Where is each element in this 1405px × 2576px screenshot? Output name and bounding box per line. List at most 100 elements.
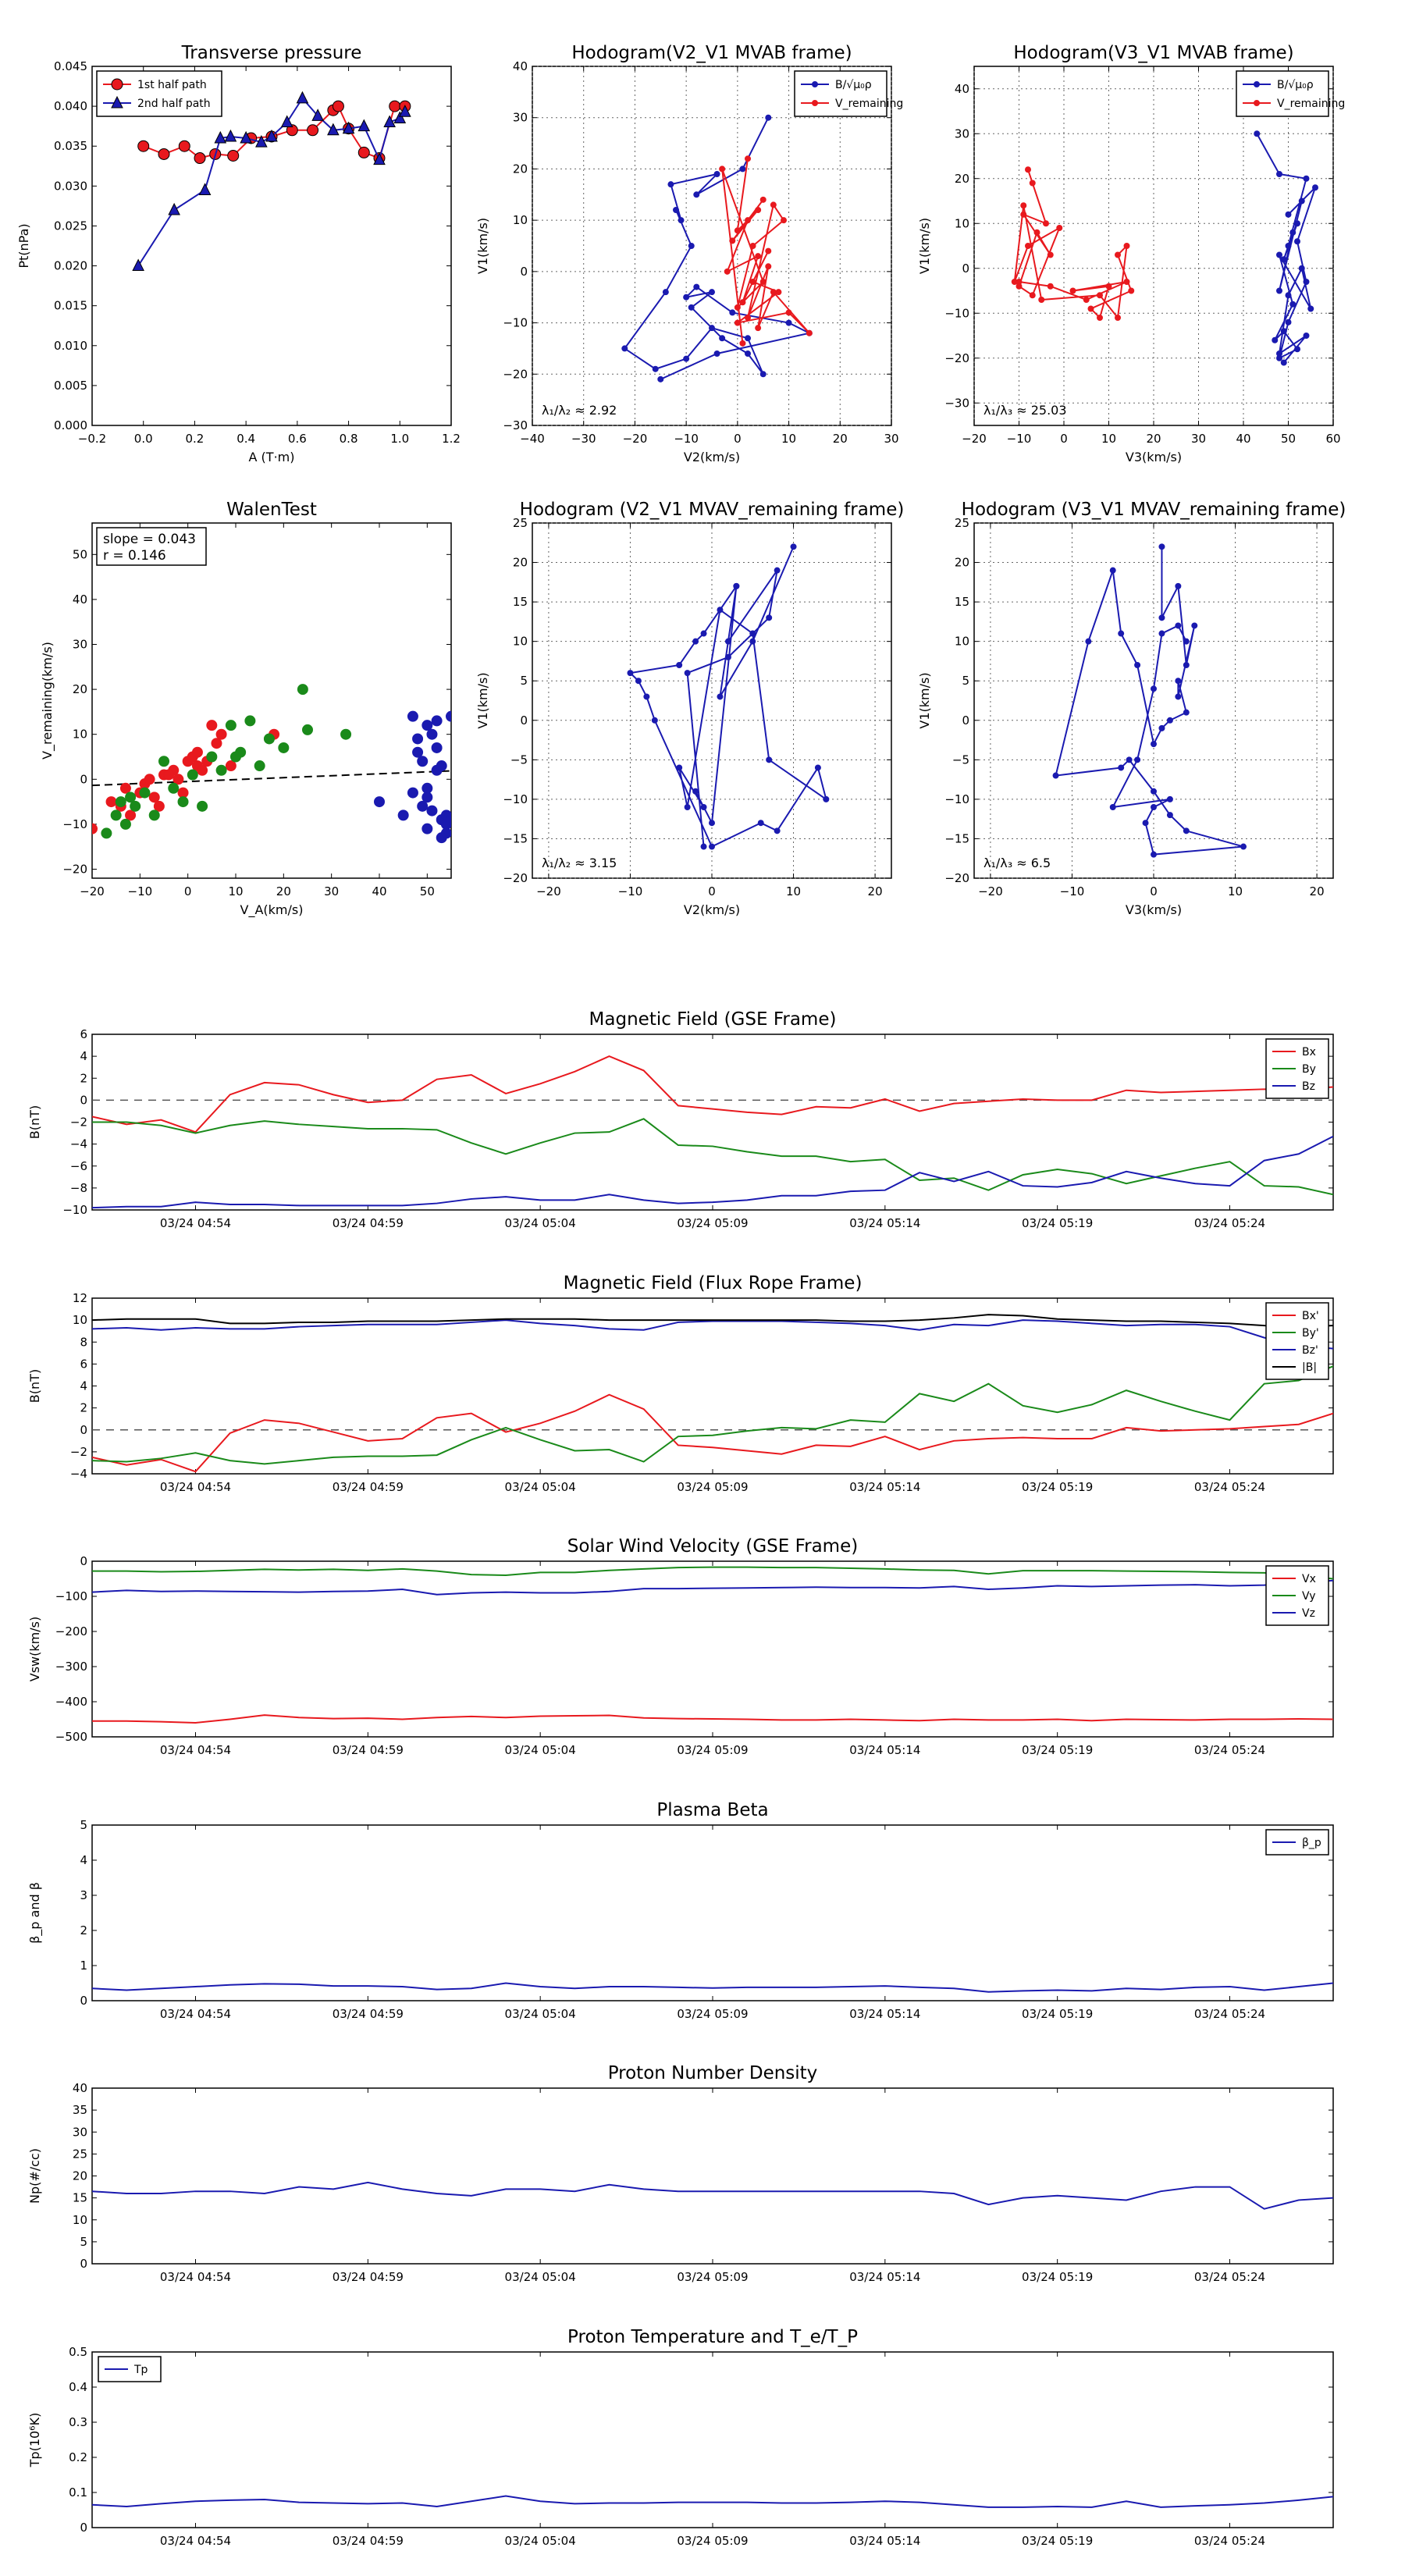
hodogram-v2v1-mvab-point — [657, 375, 664, 382]
hodogram-v3v1-mvab-point — [1128, 287, 1135, 294]
transverse-pressure-chart: −0.2 0.0 0.2 0.4 0.6 0.8 1.0 1.2 0.000 0.005 0.010… — [16, 43, 461, 464]
walen-test-point — [130, 800, 141, 812]
hodogram-v3v1-mvab-xtick-label: −10 — [1007, 432, 1032, 446]
transverse-pressure-point — [224, 129, 237, 142]
hodogram-v2v1-mvab-point — [683, 355, 690, 362]
hodogram-v2v1-mvab-annotation: λ₁/λ₂ ≈ 2.92 — [542, 403, 617, 418]
hodogram-v3v1-mvav-ytick-label: 0 — [962, 713, 969, 728]
hodogram-v3v1-mvav-xtick-label: 10 — [1228, 884, 1243, 898]
hodogram-v3v1-mvab-point — [1087, 305, 1094, 312]
hodogram-v2v1-mvav-point — [676, 662, 683, 668]
proton-density-xtick-label: 03/24 05:24 — [1194, 2270, 1265, 2284]
hodogram-v3v1-mvav-point — [1151, 741, 1157, 748]
magnetic-field-gse-xtick-label: 03/24 05:04 — [505, 1216, 576, 1230]
hodogram-v2v1-mvab-point — [745, 217, 751, 224]
proton-density-xtick-label: 03/24 05:04 — [505, 2270, 576, 2284]
hodogram-v2v1-mvab-legend — [794, 70, 887, 117]
walen-test-ytick-label: 30 — [73, 638, 87, 652]
hodogram-v2v1-mvab-point — [719, 335, 726, 342]
hodogram-v2v1-mvab-ytick-label: 40 — [513, 59, 528, 73]
hodogram-v3v1-mvab-point — [1047, 251, 1054, 258]
hodogram-v3v1-mvab-point — [1276, 350, 1282, 357]
hodogram-v3v1-mvab-point — [1294, 346, 1300, 353]
transverse-pressure-point — [311, 109, 324, 121]
hodogram-v3v1-mvav-point — [1118, 764, 1125, 771]
hodogram-v2v1-mvab-point — [755, 325, 762, 332]
hodogram-v3v1-mvab-title: Hodogram(V3_V1 MVAB frame) — [1013, 43, 1293, 63]
hodogram-v3v1-mvab-point — [1289, 301, 1297, 308]
proton-temperature-plot-area — [91, 2351, 1334, 2528]
magnetic-field-flux-rope-ytick-label: 2 — [80, 1401, 87, 1415]
transverse-pressure-point — [178, 140, 190, 152]
hodogram-v2v1-mvav-xlabel: V2(km/s) — [684, 902, 740, 917]
hodogram-v3v1-mvab-point — [1069, 287, 1076, 294]
walen-test-point — [436, 760, 447, 772]
hodogram-v2v1-mvab-point — [713, 171, 720, 177]
hodogram-v2v1-mvab-legend-marker — [812, 100, 818, 106]
magnetic-field-flux-rope-series-line — [92, 1314, 1333, 1328]
hodogram-v3v1-mvab-xtick-label: 60 — [1325, 432, 1340, 446]
magnetic-field-gse-xtick-label: 03/24 05:19 — [1022, 1216, 1093, 1230]
hodogram-v3v1-mvav-point — [1175, 582, 1182, 589]
hodogram-v3v1-mvab-point — [1298, 265, 1305, 272]
hodogram-v2v1-mvav-point — [724, 653, 731, 660]
hodogram-v2v1-mvav-chart: −20 −10 0 10 20 −20 −15 −10 −5 0 5 10 15 20 25Hodogram… — [475, 500, 904, 917]
magnetic-field-gse-chart: 03/24 04:54 03/24 04:59 03/24 05:04 03/24 0… — [27, 1009, 1334, 1230]
plasma-beta-ylabel: β_p and β — [27, 1882, 43, 1944]
hodogram-v3v1-mvav-point — [1158, 543, 1165, 550]
transverse-pressure-point — [132, 258, 144, 272]
hodogram-v3v1-mvab-point — [1083, 297, 1090, 303]
hodogram-v3v1-mvab-ytick-label: 0 — [962, 262, 969, 276]
magnetic-field-gse-ylabel: B(nT) — [27, 1105, 42, 1139]
hodogram-v2v1-mvav-ytick-label: 25 — [513, 516, 528, 530]
walen-test-point — [125, 792, 137, 803]
solar-wind-velocity-series-line — [92, 1566, 1333, 1580]
hodogram-v2v1-mvab-point — [709, 289, 715, 296]
magnetic-field-flux-rope-series-line — [92, 1365, 1333, 1465]
hodogram-v2v1-mvav-xtick-label: −20 — [536, 884, 561, 898]
hodogram-v3v1-mvab-legend-label: V_remaining — [1277, 98, 1345, 110]
hodogram-v3v1-mvav-point — [1134, 662, 1141, 668]
magnetic-field-gse-xtick-label: 03/24 04:59 — [333, 1216, 404, 1230]
walen-test-point — [197, 800, 208, 812]
transverse-pressure-ytick-label: 0.040 — [54, 99, 87, 113]
hodogram-v2v1-mvav-point — [676, 764, 683, 771]
hodogram-v2v1-mvab-point — [724, 268, 731, 275]
transverse-pressure-xtick-label: 0.6 — [288, 432, 307, 446]
hodogram-v3v1-mvav-data — [1052, 543, 1247, 858]
transverse-pressure-point — [214, 130, 227, 144]
magnetic-field-flux-rope-ytick-label: 12 — [73, 1291, 87, 1305]
transverse-pressure-point — [198, 183, 212, 195]
transverse-pressure-xtick-label: 1.2 — [442, 432, 461, 446]
walen-test-point — [297, 684, 308, 696]
hodogram-v2v1-mvav-annotation: λ₁/λ₂ ≈ 3.15 — [542, 856, 617, 870]
hodogram-v3v1-mvav-point — [1183, 709, 1190, 716]
solar-wind-velocity-series-line — [92, 1714, 1333, 1724]
walen-test-point — [148, 792, 160, 803]
hodogram-v2v1-mvab-point — [683, 294, 690, 301]
hodogram-v3v1-mvab-point — [1115, 315, 1121, 321]
hodogram-v2v1-mvav-point — [700, 630, 707, 637]
transverse-pressure-xtick-label: 0.8 — [340, 432, 358, 446]
hodogram-v3v1-mvab-point — [1294, 238, 1300, 245]
transverse-pressure-legend-label: 1st half path — [137, 79, 207, 91]
proton-temperature-xtick-label: 03/24 04:54 — [160, 2534, 231, 2548]
hodogram-v2v1-mvab-point — [749, 243, 756, 249]
hodogram-v2v1-mvav-ytick-label: 15 — [513, 595, 528, 609]
plasma-beta-xtick-label: 03/24 05:09 — [677, 2007, 748, 2021]
magnetic-field-gse-series-line — [92, 1118, 1333, 1196]
walen-test-point — [163, 769, 175, 781]
plasma-beta-ytick-label: 1 — [80, 1959, 87, 1973]
transverse-pressure-point — [357, 146, 370, 158]
walen-test-data — [92, 684, 451, 844]
hodogram-v2v1-mvab-point — [765, 114, 772, 121]
walen-test-point — [110, 809, 122, 821]
hodogram-v2v1-mvav-title: Hodogram (V2_V1 MVAV_remaining frame) — [520, 500, 905, 520]
walen-test-xtick-label: 0 — [184, 884, 192, 898]
proton-temperature-ytick-label: 0.4 — [69, 2380, 87, 2394]
hodogram-v2v1-mvav-ytick-label: 0 — [520, 713, 528, 728]
plasma-beta-ytick-label: 3 — [80, 1888, 87, 1902]
hodogram-v3v1-mvab-point — [1047, 283, 1054, 290]
transverse-pressure-point — [327, 123, 340, 136]
hodogram-v2v1-mvab-point — [739, 299, 746, 306]
